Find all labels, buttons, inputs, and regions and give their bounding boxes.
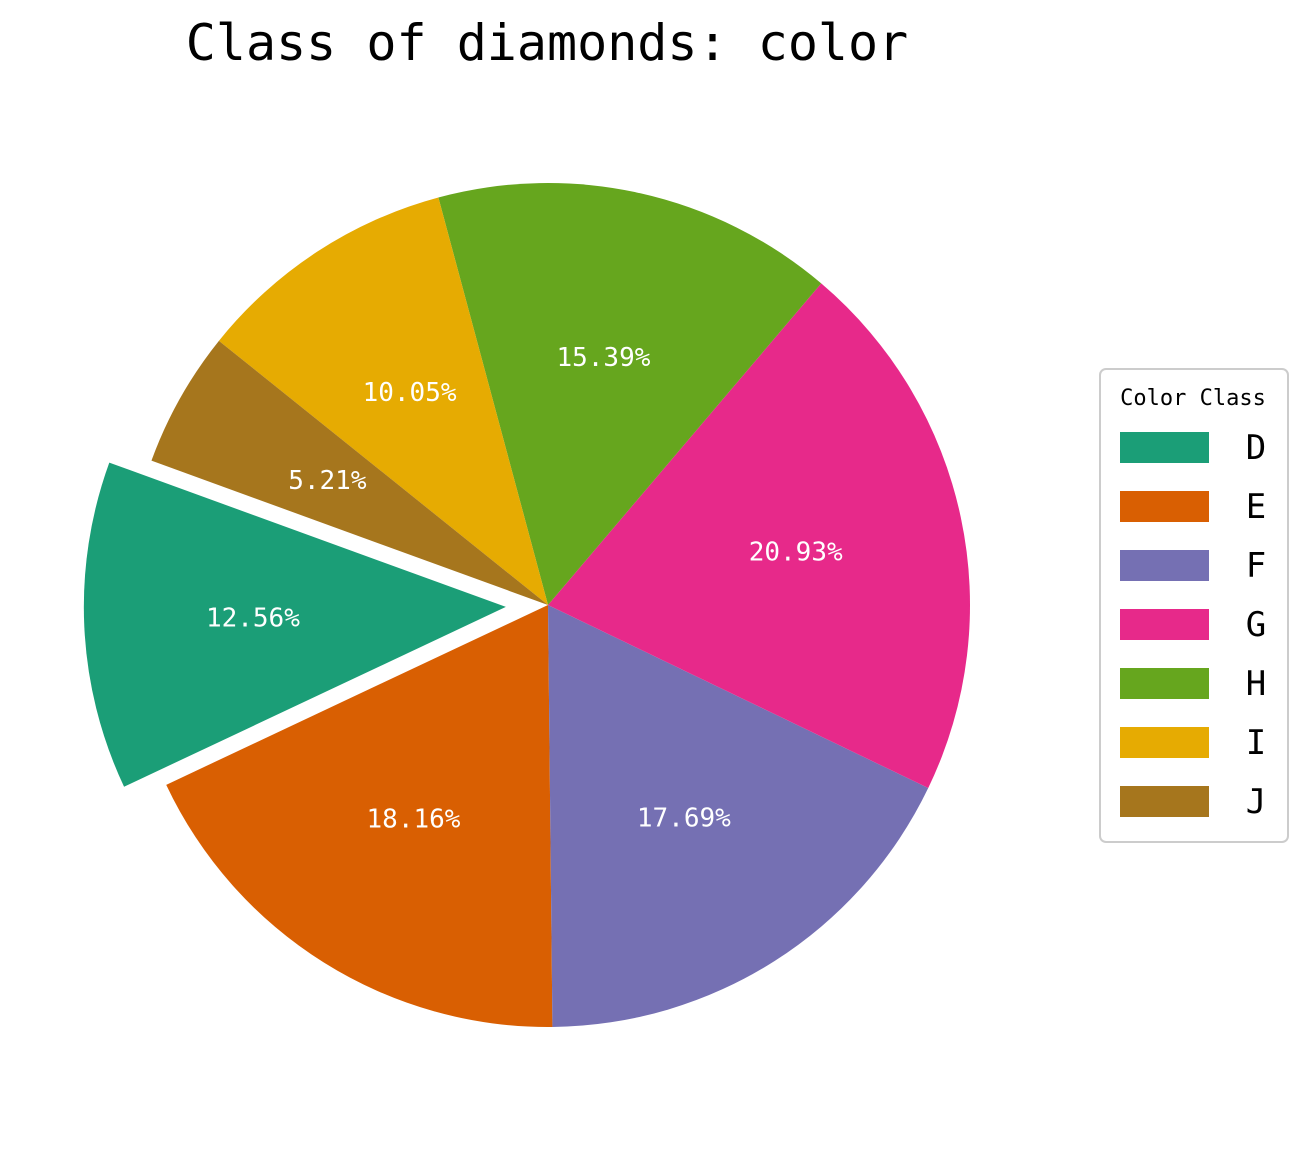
slice-label-G: 20.93% xyxy=(749,537,843,567)
legend-label-J: J xyxy=(1246,782,1266,822)
legend-swatch-F xyxy=(1120,550,1209,581)
chart-title: Class of diamonds: color xyxy=(186,14,908,72)
legend-swatch-H xyxy=(1120,668,1209,699)
legend-swatch-E xyxy=(1120,491,1209,522)
pie-slice-I xyxy=(218,197,549,606)
legend-swatch-G xyxy=(1120,609,1209,640)
slice-label-E: 18.16% xyxy=(367,805,461,835)
slice-label-J: 5.21% xyxy=(288,466,367,496)
legend-frame xyxy=(1099,368,1289,843)
slice-label-I: 10.05% xyxy=(363,378,457,408)
slice-label-D: 12.56% xyxy=(206,603,300,633)
legend-label-G: G xyxy=(1246,605,1266,645)
legend-title: Color Class xyxy=(1120,386,1266,411)
legend-swatch-J xyxy=(1120,786,1209,817)
legend-label-E: E xyxy=(1246,487,1266,527)
pie-slice-E xyxy=(166,605,553,1028)
slice-label-F: 17.69% xyxy=(637,804,731,834)
pie-slice-D xyxy=(83,462,506,787)
legend-label-H: H xyxy=(1246,664,1266,704)
legend-swatch-D xyxy=(1120,432,1209,463)
pie-slices xyxy=(83,183,971,1028)
pie-slice-labels: 12.56% 18.16% 17.69% 20.93% 15.39% 10.05% 5.21… xyxy=(206,343,843,835)
pie-slice-G xyxy=(548,283,971,789)
pie-slice-H xyxy=(438,183,822,605)
pie-slice-F xyxy=(548,605,929,1027)
legend-label-F: F xyxy=(1246,546,1266,586)
pie-slice-J xyxy=(151,340,548,605)
legend-label-I: I xyxy=(1246,723,1266,763)
legend-label-D: D xyxy=(1246,428,1266,468)
slice-label-H: 15.39% xyxy=(556,343,650,373)
legend-swatch-I xyxy=(1120,727,1209,758)
